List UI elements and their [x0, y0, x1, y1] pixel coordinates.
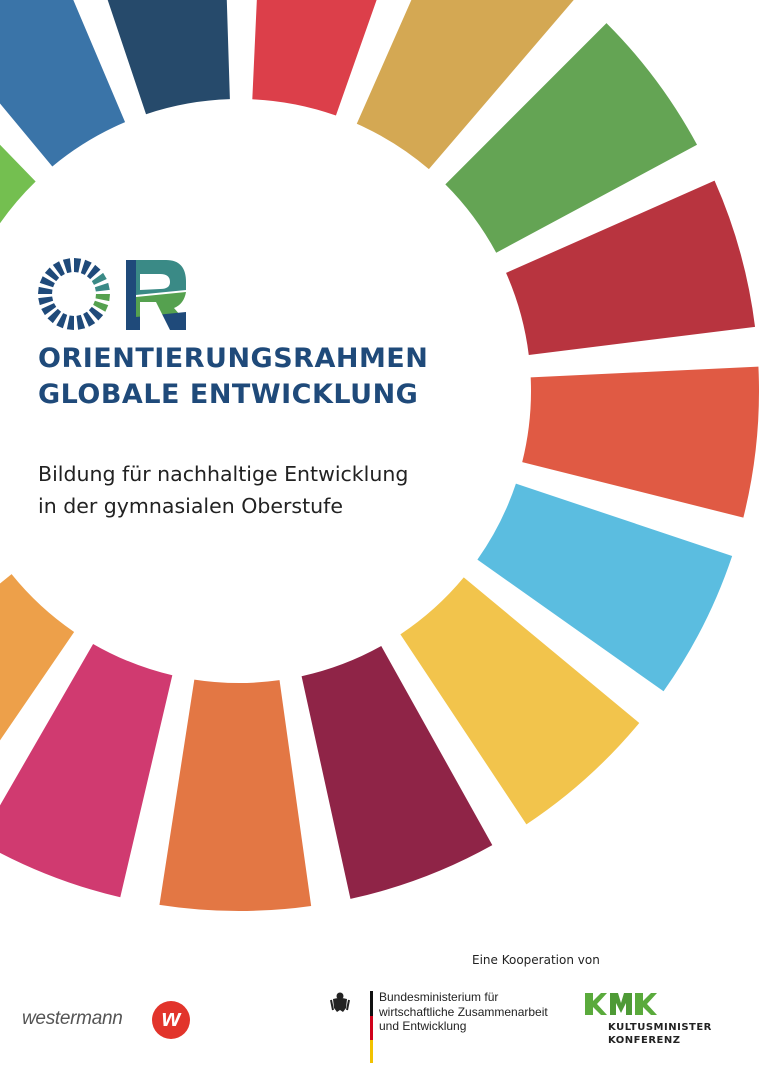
wheel-segment-2: [356, 0, 574, 170]
kmk-name: KULTUSMINISTER KONFERENZ: [608, 1021, 712, 1047]
westermann-wordmark: westermann: [22, 1008, 123, 1029]
or-ring-dash: [88, 306, 104, 321]
or-ring-dash: [66, 315, 74, 330]
wheel-segment-9: [159, 679, 312, 911]
or-ring-dash: [41, 303, 57, 316]
wheel-segment-15: [0, 144, 36, 224]
westermann-logo-icon: w: [152, 1001, 190, 1039]
wheel-segment-7: [400, 577, 640, 825]
cooperation-label: Eine Kooperation von: [472, 953, 600, 967]
federal-eagle-icon: [330, 992, 350, 1012]
bmz-line-1: Bundesministerium für: [379, 990, 499, 1004]
kmk-line-2: KONFERENZ: [608, 1035, 681, 1046]
bmz-name: Bundesministerium für wirtschaftliche Zu…: [379, 990, 548, 1034]
or-ring-dash: [74, 258, 82, 273]
wheel-segment-10: [0, 643, 173, 898]
flag-red: [370, 1016, 373, 1040]
flag-black: [370, 991, 373, 1016]
wheel-segment-4: [506, 180, 756, 355]
or-ring-dash: [93, 300, 109, 312]
subtitle-line-1: Bildung für nachhaltige Entwicklung: [38, 462, 409, 486]
wheel-segment-16: [0, 0, 126, 167]
flag-gold: [370, 1040, 373, 1063]
or-ring-dash: [62, 258, 72, 274]
wheel-segment-5: [522, 366, 759, 518]
or-ring-dash: [44, 267, 60, 282]
kmk-line-1: KULTUSMINISTER: [608, 1022, 712, 1033]
bmz-line-3: und Entwicklung: [379, 1019, 467, 1033]
wheel-segment-3: [445, 23, 698, 253]
bmz-logo: [330, 991, 373, 1063]
title-line-2: GLOBALE ENTWICKLUNG: [38, 379, 419, 410]
title-line-1: ORIENTIERUNGSRAHMEN: [38, 343, 429, 374]
subtitle-line-2: in der gymnasialen Oberstufe: [38, 494, 343, 518]
or-ring-dash: [86, 264, 101, 280]
or-ring-dash: [95, 294, 110, 302]
wheel-segment-11: [0, 574, 75, 741]
or-ring-dash: [47, 308, 62, 324]
wheel-segment-6: [477, 483, 733, 692]
wheel-segment-17: [107, 0, 230, 115]
or-ring-dash: [38, 286, 53, 294]
bmz-line-2: wirtschaftliche Zusammenarbeit: [379, 1004, 548, 1019]
or-logo-o-ring: [38, 258, 110, 330]
or-logo-r: [126, 260, 186, 330]
or-ring-dash: [39, 276, 55, 288]
wheel-segment-8: [301, 646, 493, 899]
or-ring-dash: [52, 261, 65, 277]
or-ring-dash: [38, 296, 54, 306]
or-ring-dash: [91, 272, 107, 285]
or-ring-dash: [83, 311, 96, 327]
or-ring-dash: [76, 314, 86, 330]
or-ring-dash: [80, 259, 92, 275]
or-ring-dash: [56, 313, 68, 329]
wheel-segment-1: [252, 0, 377, 116]
or-ring-dash: [94, 282, 110, 292]
or-logo: [38, 258, 186, 330]
kmk-logo-icon: [585, 993, 657, 1015]
